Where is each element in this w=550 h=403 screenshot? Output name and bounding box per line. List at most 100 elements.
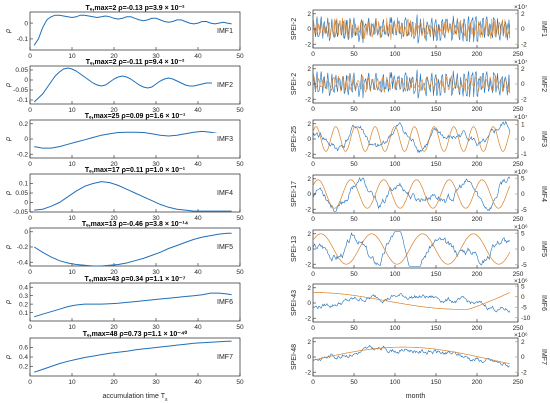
- y2-axis-label: IMF5: [540, 241, 547, 257]
- y-axis-label: ρ: [5, 29, 12, 34]
- y1-tick-label: -2: [305, 41, 311, 48]
- rho-series-line: [34, 130, 232, 149]
- x-tick-label: 0: [28, 53, 32, 60]
- y1-axis-label: SPEI-48: [291, 344, 298, 370]
- y2-exponent-label: ×10⁷: [514, 59, 528, 66]
- legend-box: [212, 25, 238, 36]
- x-tick-label: 100: [390, 271, 401, 278]
- x-tick-label: 10: [68, 53, 76, 60]
- spei-series-line: [312, 176, 511, 212]
- x-tick-label: 150: [431, 51, 442, 58]
- x-tick-label: 250: [513, 379, 524, 386]
- y2-tick-label: -5: [521, 207, 527, 214]
- y2-tick-label: 2: [521, 11, 525, 18]
- x-tick-label: 40: [194, 107, 202, 114]
- x-tick-label: 40: [194, 215, 202, 222]
- y2-tick-label: -5: [521, 262, 527, 269]
- x-tick-label: 40: [194, 269, 202, 276]
- y1-tick-label: -2: [305, 151, 311, 158]
- x-tick-label: 0: [311, 379, 315, 386]
- spei-series-line: [312, 344, 510, 368]
- y-axis-label: ρ: [5, 191, 12, 196]
- x-tick-label: 0: [28, 324, 32, 331]
- x-tick-label: 250: [513, 271, 524, 278]
- legend-label: IMF2: [217, 82, 233, 89]
- imf-series-line: [312, 17, 511, 40]
- y-tick-label: 0.2: [19, 301, 28, 308]
- legend-label: IMF6: [217, 299, 233, 306]
- x-tick-label: 0: [311, 51, 315, 58]
- y-tick-label: 0.05: [15, 67, 28, 74]
- x-tick-label: 50: [236, 269, 244, 276]
- y-tick-label: -0.1: [17, 36, 29, 43]
- y2-tick-label: 0: [521, 136, 525, 143]
- y2-tick-label: 5: [521, 283, 525, 290]
- y-tick-label: -0.05: [13, 87, 28, 94]
- x-tick-label: 30: [152, 269, 160, 276]
- y1-axis-label: SPEI-13: [291, 236, 298, 262]
- y1-tick-label: 2: [307, 339, 311, 346]
- y-tick-label: 0.1: [19, 181, 28, 188]
- x-tick-label: 100: [390, 325, 401, 332]
- y-tick-label: 0: [24, 20, 28, 27]
- y2-exponent-label: ×10⁶: [514, 278, 528, 285]
- x-tick-label: 200: [472, 216, 483, 223]
- y1-axis-label: SPEI-17: [291, 181, 298, 207]
- legend-label: IMF4: [217, 190, 233, 197]
- x-tick-label: 150: [431, 271, 442, 278]
- y2-exponent-label: ×10⁶: [514, 169, 528, 176]
- x-tick-label: 0: [311, 106, 315, 113]
- y1-tick-label: -2: [305, 369, 311, 376]
- y-tick-label: 0.4: [19, 354, 28, 361]
- y1-tick-label: 0: [307, 26, 311, 33]
- x-tick-label: 10: [68, 161, 76, 168]
- x-tick-label: 30: [152, 161, 160, 168]
- y2-tick-label: 2: [521, 339, 525, 346]
- y2-tick-label: 5: [521, 175, 525, 182]
- x-tick-label: 20: [110, 379, 118, 386]
- x-tick-label: 40: [194, 161, 202, 168]
- y-tick-label: 0.3: [19, 293, 28, 300]
- x-tick-label: 250: [513, 51, 524, 58]
- imf-series-line: [312, 233, 511, 265]
- x-tick-label: 50: [350, 216, 358, 223]
- y-axis-label: ρ: [5, 355, 12, 360]
- y-tick-label: 0: [24, 136, 28, 143]
- x-tick-label: 20: [110, 269, 118, 276]
- plot-frame: [29, 282, 241, 322]
- x-tick-label: 150: [431, 161, 442, 168]
- legend: IMF1: [212, 25, 238, 36]
- x-tick-label: 0: [311, 161, 315, 168]
- x-tick-label: 50: [350, 106, 358, 113]
- x-axis-label-subscript: s: [165, 397, 168, 403]
- y-tick-label: 0: [24, 200, 28, 207]
- y2-tick-label: -2: [521, 369, 527, 376]
- x-tick-label: 200: [472, 325, 483, 332]
- x-tick-label: 20: [110, 53, 118, 60]
- y2-tick-label: 0: [521, 354, 525, 361]
- x-tick-label: 50: [236, 53, 244, 60]
- plot-frame: [29, 337, 241, 377]
- legend-box: [212, 241, 238, 252]
- y1-tick-label: 0: [307, 354, 311, 361]
- x-tick-label: 50: [350, 161, 358, 168]
- y2-tick-label: 0: [521, 26, 525, 33]
- x-tick-label: 50: [236, 379, 244, 386]
- x-tick-label: 10: [68, 379, 76, 386]
- left-x-axis-label: accumulation time Ts: [102, 393, 168, 403]
- x-tick-label: 100: [390, 161, 401, 168]
- x-tick-label: 0: [28, 379, 32, 386]
- x-tick-label: 40: [194, 379, 202, 386]
- y2-tick-label: 0: [521, 81, 525, 88]
- x-tick-label: 50: [236, 324, 244, 331]
- plot-frame: [29, 119, 241, 159]
- x-tick-label: 10: [68, 107, 76, 114]
- legend-box: [212, 133, 238, 144]
- y1-axis-label: SPEI-2: [291, 73, 298, 95]
- x-tick-label: 100: [390, 51, 401, 58]
- y-tick-label: -0.2: [17, 151, 29, 158]
- rho-series-line: [34, 181, 232, 212]
